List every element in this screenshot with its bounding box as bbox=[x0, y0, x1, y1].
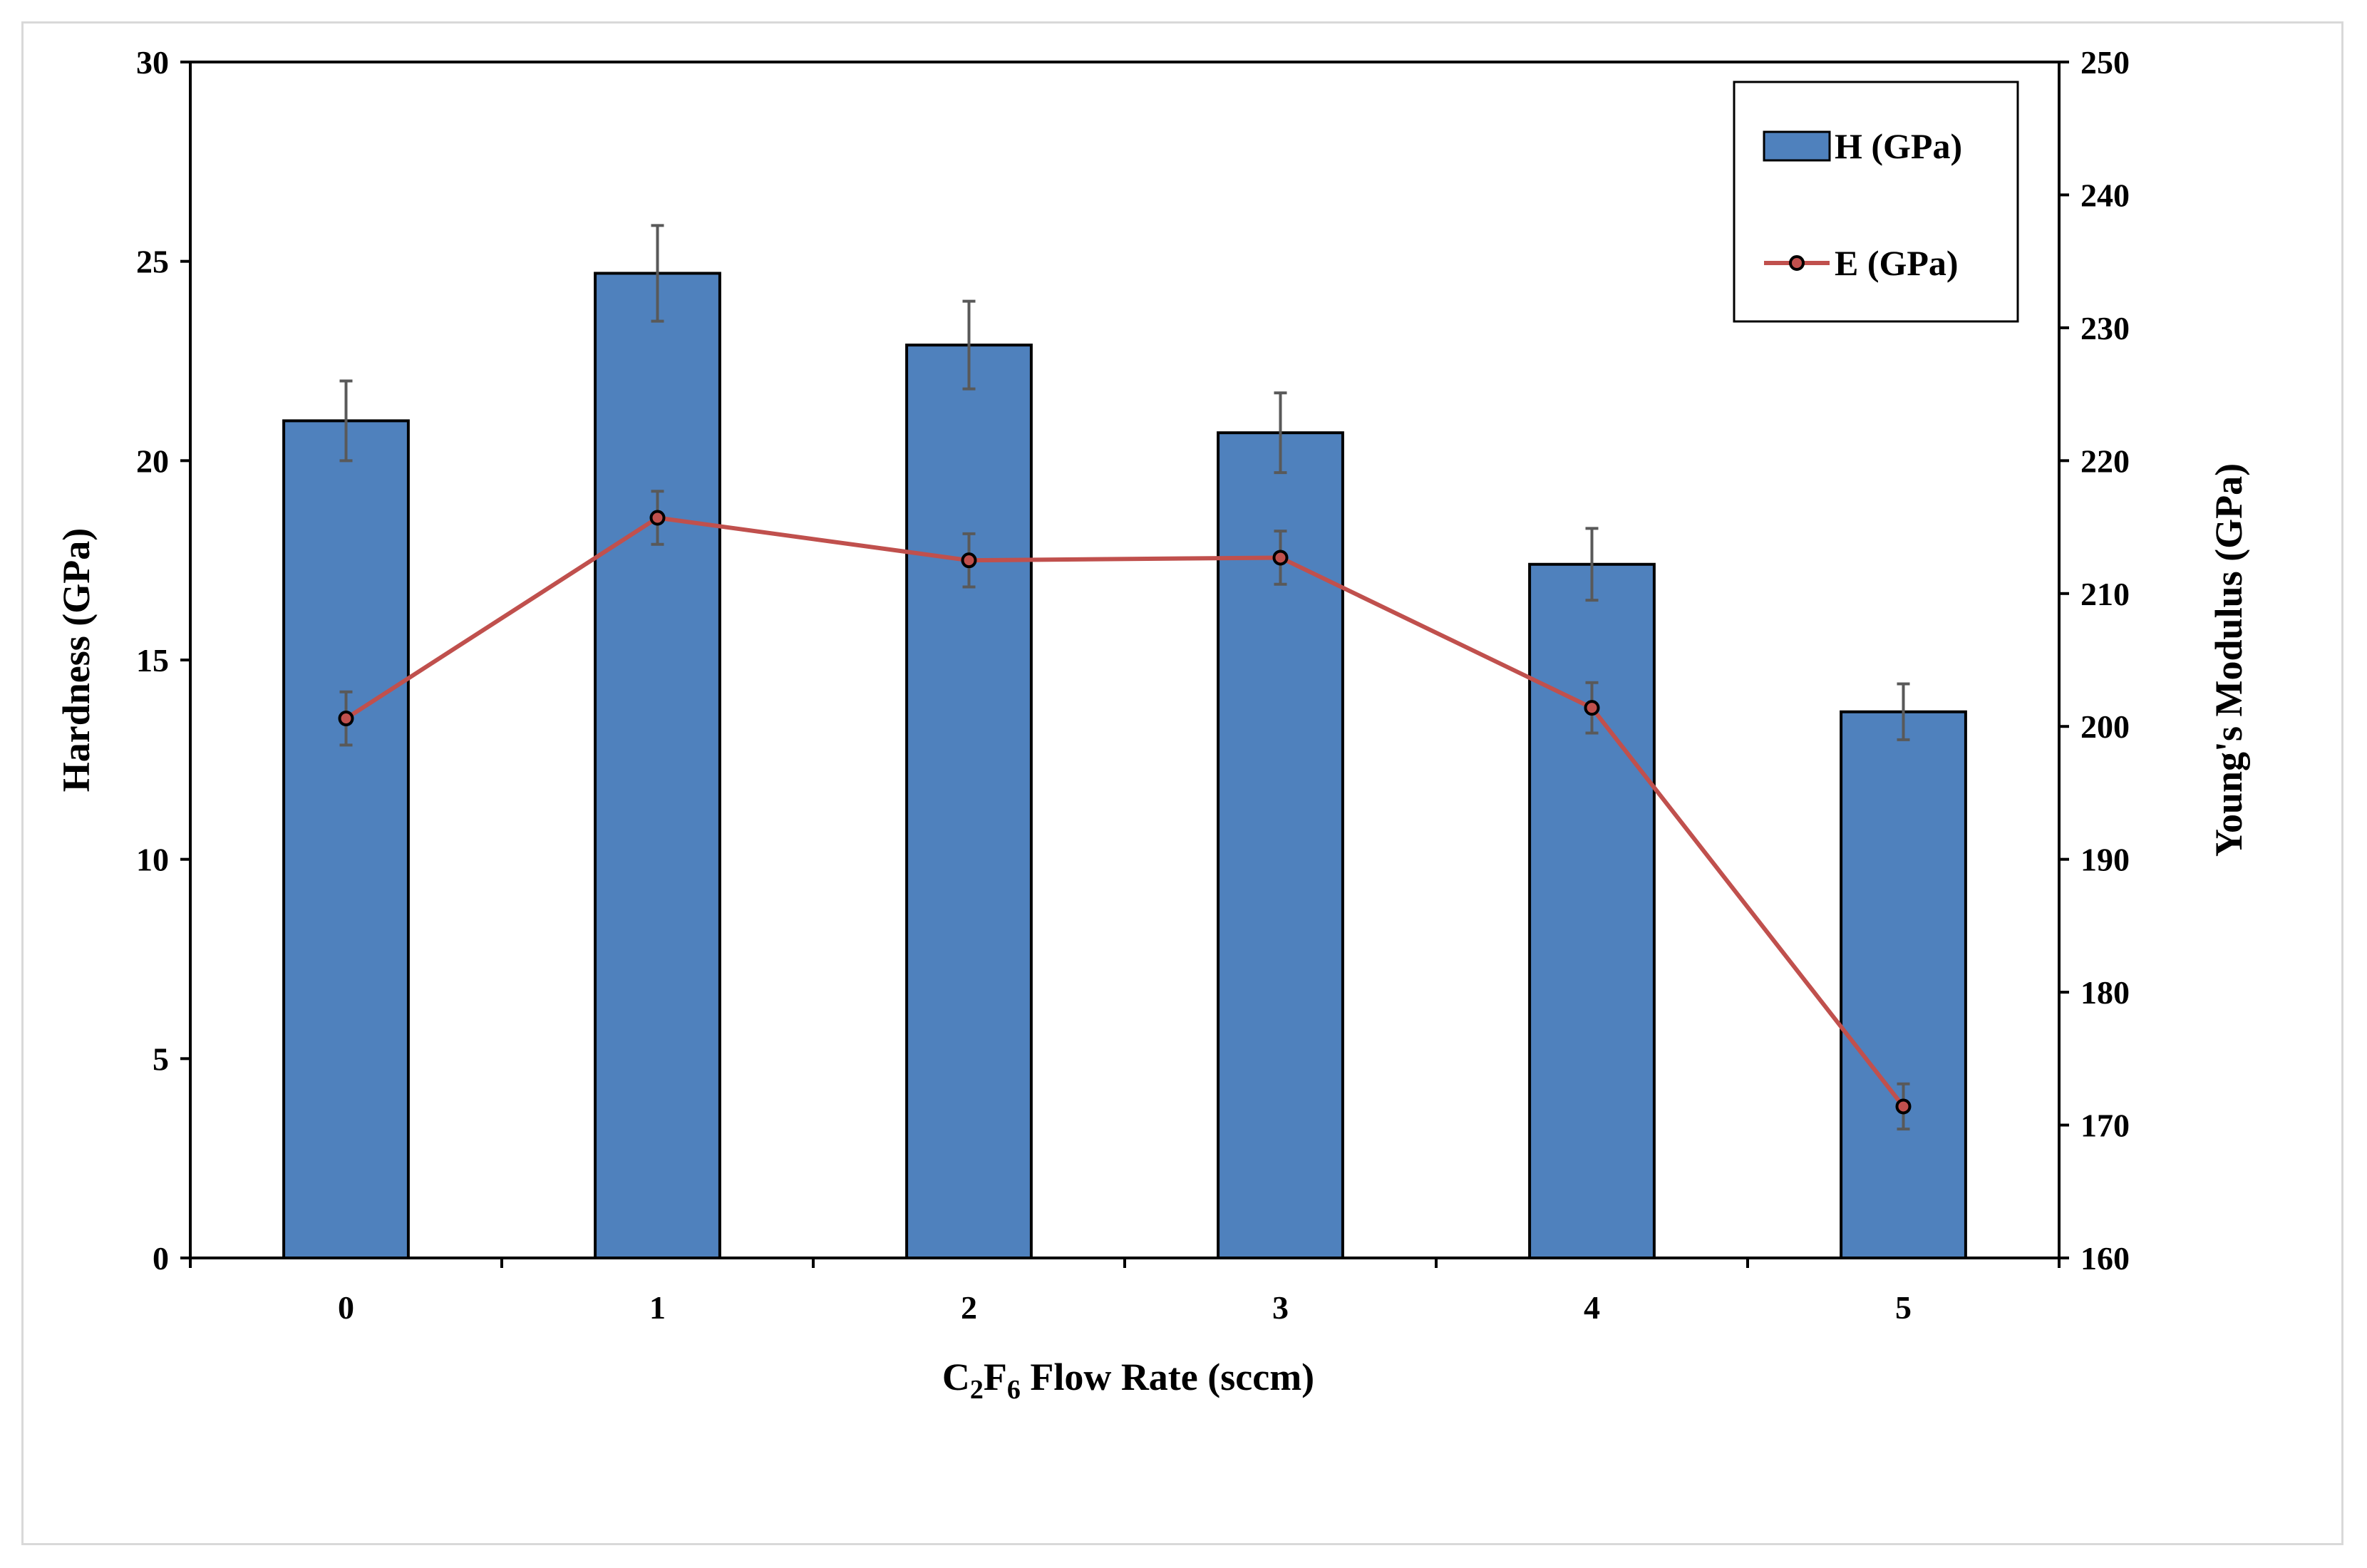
y-tick-label-5: 5 bbox=[153, 1041, 169, 1077]
y2-tick-label-170: 170 bbox=[2080, 1108, 2130, 1144]
point-modulus-4 bbox=[1584, 700, 1600, 716]
x-tick-label-3: 3 bbox=[1272, 1289, 1289, 1326]
x-tick-label-4: 4 bbox=[1584, 1289, 1600, 1326]
bar-error-bars bbox=[339, 224, 1910, 741]
bar-hardness-0 bbox=[282, 419, 410, 1259]
y2-tick-label-220: 220 bbox=[2080, 443, 2130, 479]
point-modulus-1 bbox=[649, 510, 666, 526]
legend-label-modulus: E (GPa) bbox=[1835, 243, 1959, 283]
point-modulus-0 bbox=[338, 711, 354, 727]
legend-marker-modulus bbox=[1789, 255, 1805, 271]
y-tick-label-25: 25 bbox=[136, 244, 169, 280]
x-tick-label-5: 5 bbox=[1895, 1289, 1912, 1326]
legend-box bbox=[1733, 81, 2019, 323]
bars-layer bbox=[282, 272, 1967, 1259]
y2-tick-label-240: 240 bbox=[2080, 177, 2130, 213]
y2-tick-label-190: 190 bbox=[2080, 842, 2130, 878]
legend: H (GPa) E (GPa) bbox=[1733, 81, 2019, 323]
y2-tick-label-180: 180 bbox=[2080, 974, 2130, 1011]
x-axis-title-f: F bbox=[984, 1356, 1007, 1398]
x-axis-title-c: C bbox=[942, 1356, 970, 1398]
point-modulus-5 bbox=[1895, 1098, 1912, 1115]
x-tick-label-0: 0 bbox=[338, 1289, 354, 1326]
x-axis-title-sub-6: 6 bbox=[1007, 1375, 1021, 1405]
x-axis-title-rest: Flow Rate (sccm) bbox=[1021, 1356, 1314, 1398]
x-axis-title: C2F6 Flow Rate (sccm) bbox=[942, 1356, 1314, 1405]
y2-tick-label-230: 230 bbox=[2080, 310, 2130, 346]
y2-tick-label-200: 200 bbox=[2080, 708, 2130, 745]
y2-axis-title: Young's Modulus (GPa) bbox=[2207, 463, 2250, 857]
y-tick-label-30: 30 bbox=[136, 44, 169, 81]
y2-tick-label-250: 250 bbox=[2080, 44, 2130, 81]
y-tick-label-20: 20 bbox=[136, 443, 169, 479]
legend-label-hardness: H (GPa) bbox=[1835, 126, 1962, 166]
legend-swatch-hardness bbox=[1763, 130, 1831, 162]
y-tick-label-0: 0 bbox=[153, 1240, 169, 1276]
y-tick-label-10: 10 bbox=[136, 842, 169, 878]
y-tick-label-15: 15 bbox=[136, 642, 169, 679]
bar-hardness-4 bbox=[1528, 562, 1656, 1259]
y-axis-title: Hardness (GPa) bbox=[55, 528, 98, 793]
x-axis-title-sub-2: 2 bbox=[970, 1375, 984, 1405]
x-tick-label-1: 1 bbox=[649, 1289, 666, 1326]
y2-tick-label-210: 210 bbox=[2080, 576, 2130, 612]
y2-tick-label-160: 160 bbox=[2080, 1240, 2130, 1276]
point-modulus-2 bbox=[961, 552, 977, 569]
point-modulus-3 bbox=[1272, 550, 1289, 566]
ticks-layer: 0510152025301601701801902002102202302402… bbox=[136, 44, 2130, 1326]
line-modulus bbox=[344, 515, 1905, 1108]
x-tick-label-2: 2 bbox=[961, 1289, 977, 1326]
line-layer bbox=[338, 510, 1912, 1115]
bar-hardness-5 bbox=[1840, 710, 1967, 1259]
bar-hardness-1 bbox=[594, 272, 721, 1259]
bar-hardness-2 bbox=[905, 344, 1033, 1259]
